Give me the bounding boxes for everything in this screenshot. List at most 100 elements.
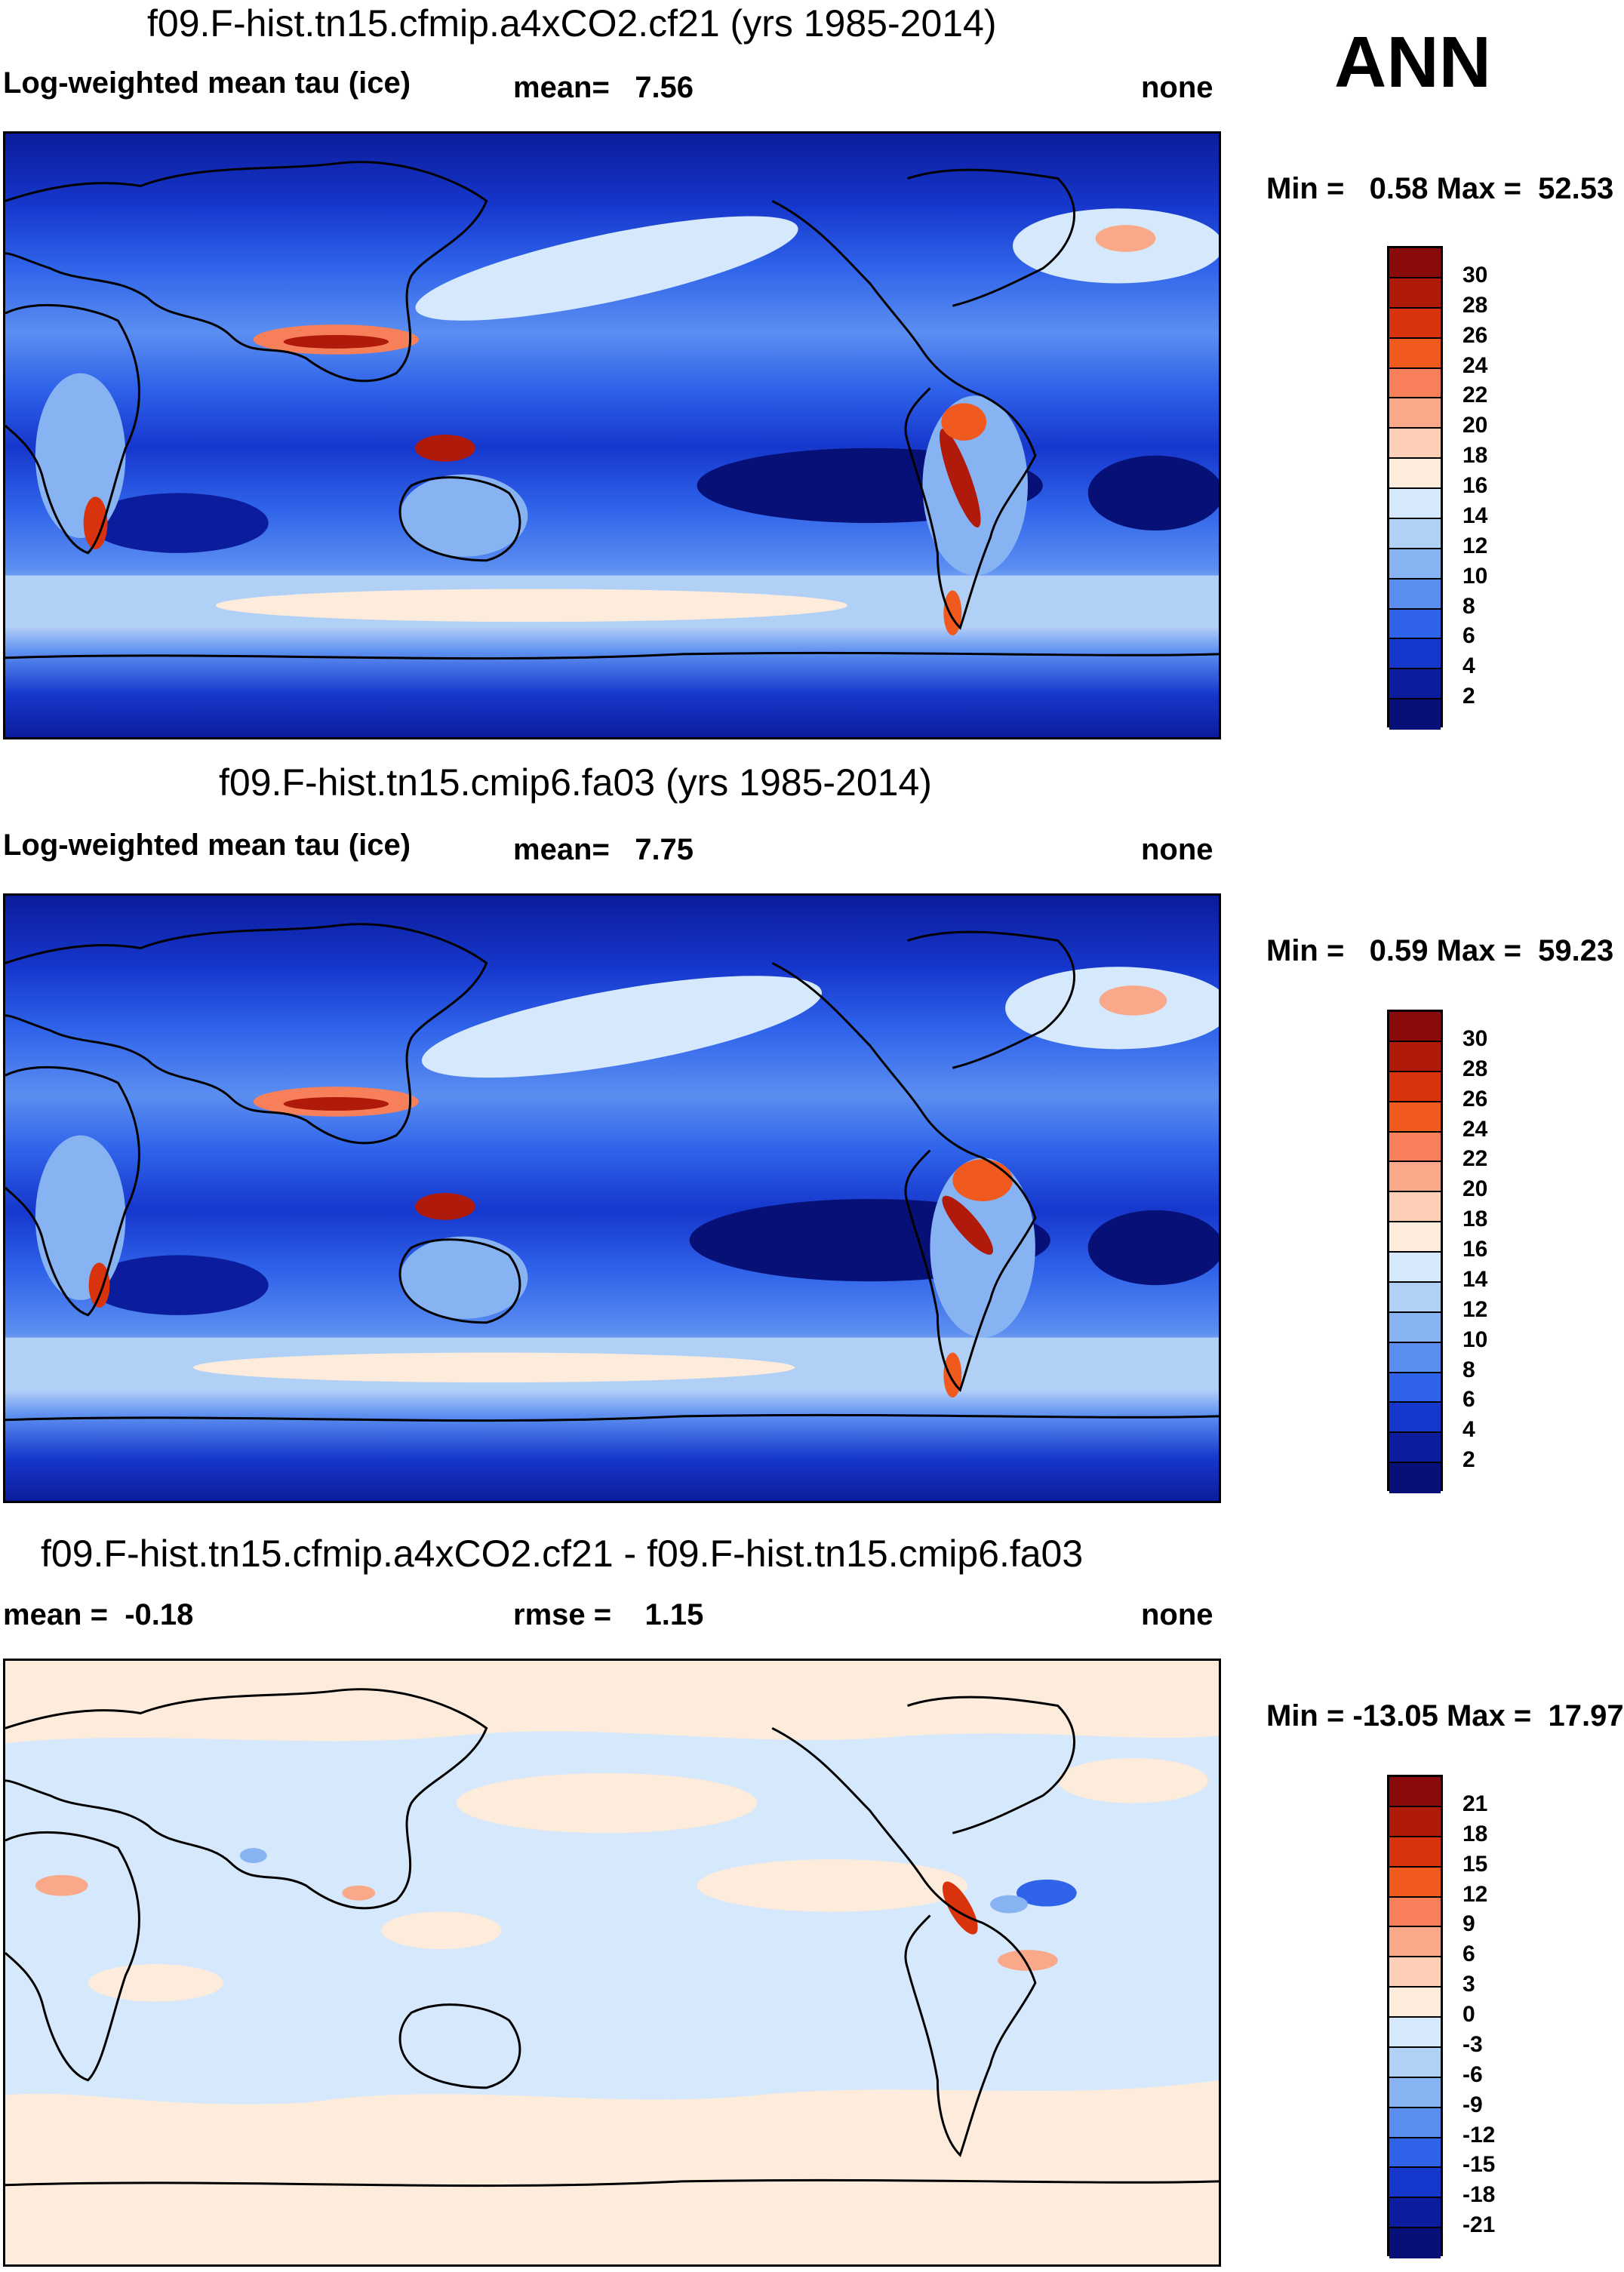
colorbar-tick-label: 22 — [1463, 383, 1488, 408]
colorbar-segment — [1389, 1222, 1441, 1253]
colorbar-segment — [1389, 1162, 1441, 1193]
colorbar-segment — [1389, 1253, 1441, 1283]
panel1-s-atlantic-min — [1087, 455, 1219, 531]
panel2-tibet-core — [283, 1097, 389, 1111]
colorbar-tick-label: 18 — [1463, 1821, 1488, 1846]
panel3-indian-positive — [88, 1963, 223, 2002]
colorbar-tick-label: 10 — [1463, 563, 1488, 589]
panel1-africa — [35, 373, 126, 538]
panel2-new-guinea — [414, 1193, 475, 1220]
colorbar-segment — [1389, 1927, 1441, 1958]
colorbar-tick-label: 26 — [1463, 322, 1488, 348]
colorbar-segment — [1389, 2198, 1441, 2229]
panel2-amazon — [952, 1159, 1013, 1201]
colorbar-tick-label: -15 — [1463, 2152, 1496, 2178]
panel1-new-guinea — [414, 435, 475, 462]
colorbar-segment — [1389, 579, 1441, 610]
panel2-natlantic-core — [1099, 985, 1167, 1016]
panel2-map — [3, 893, 1221, 1503]
panel1-australia — [400, 474, 528, 557]
panel1-map — [3, 131, 1221, 739]
panel1-patagonia — [943, 590, 962, 636]
panel3-andes-positive — [942, 1881, 978, 1935]
colorbar-segment — [1389, 669, 1441, 700]
colorbar-tick-label: 28 — [1463, 292, 1488, 318]
panel1-amazon — [941, 403, 987, 441]
colorbar-segment — [1389, 489, 1441, 519]
colorbar-segment — [1389, 1897, 1441, 1928]
colorbar-segment — [1389, 1041, 1441, 1072]
panel2-australia — [400, 1236, 528, 1319]
panel2-colorbar — [1387, 1010, 1443, 1493]
panel1-map-svg — [5, 134, 1219, 737]
colorbar-tick-label: 9 — [1463, 1911, 1475, 1937]
colorbar-segment — [1389, 639, 1441, 670]
panel2-patagonia — [943, 1352, 962, 1398]
panel2-africa-highlands — [88, 1262, 110, 1308]
panel1-variable-label: Log-weighted mean tau (ice) — [3, 66, 411, 100]
panel3-negative-region — [5, 1731, 1219, 2104]
colorbar-segment — [1389, 518, 1441, 549]
colorbar-segment — [1389, 2108, 1441, 2138]
colorbar-segment — [1389, 1463, 1441, 1493]
panel2-africa — [35, 1135, 126, 1300]
colorbar-tick-label: 24 — [1463, 352, 1488, 378]
colorbar-tick-label: 18 — [1463, 443, 1488, 469]
colorbar-tick-label: -18 — [1463, 2182, 1496, 2208]
colorbar-tick-label: 8 — [1463, 1357, 1475, 1382]
panel2-mean-label: mean= 7.75 — [513, 833, 694, 866]
colorbar-tick-label: 28 — [1463, 1056, 1488, 1081]
panel3-southern-positive — [5, 2125, 1219, 2264]
colorbar-segment — [1389, 398, 1441, 429]
panel3-map — [3, 1659, 1221, 2267]
panel3-epacific-positive — [697, 1859, 968, 1912]
colorbar-tick-label: 24 — [1463, 1116, 1488, 1142]
panel2-title: f09.F-hist.tn15.cmip6.fa03 (yrs 1985-201… — [219, 761, 932, 804]
colorbar-tick-label: 20 — [1463, 413, 1488, 438]
panel2-variable-label: Log-weighted mean tau (ice) — [3, 829, 411, 862]
colorbar-segment — [1389, 2168, 1441, 2199]
panel3-amazon-negative — [990, 1895, 1028, 1914]
panel3-map-svg — [5, 1661, 1219, 2264]
colorbar-tick-label: 15 — [1463, 1851, 1488, 1877]
panel2-npacific-band — [421, 976, 823, 1078]
colorbar-segment — [1389, 549, 1441, 580]
panel2-southern-core — [193, 1352, 795, 1383]
colorbar-tick-label: -6 — [1463, 2061, 1483, 2087]
colorbar-segment — [1389, 278, 1441, 309]
colorbar-segment — [1389, 338, 1441, 369]
panel1-andes — [940, 429, 981, 528]
colorbar-tick-label: 4 — [1463, 1417, 1475, 1443]
colorbar-segment — [1389, 2077, 1441, 2108]
colorbar-tick-label: 30 — [1463, 1025, 1488, 1051]
colorbar-segment — [1389, 1867, 1441, 1898]
colorbar-tick-label: 21 — [1463, 1791, 1488, 1816]
colorbar-tick-label: -12 — [1463, 2122, 1496, 2147]
colorbar-segment — [1389, 1071, 1441, 1102]
panel2-coastlines — [5, 923, 1219, 1422]
panel1-s-indian-min — [88, 493, 269, 553]
panel3-ne-brazil-negative — [1017, 1879, 1077, 1907]
colorbar-segment — [1389, 1282, 1441, 1313]
colorbar-segment — [1389, 1837, 1441, 1868]
panel1-colorbar — [1387, 246, 1443, 730]
colorbar-segment — [1389, 609, 1441, 640]
colorbar-segment — [1389, 699, 1441, 730]
colorbar-tick-label: 30 — [1463, 262, 1488, 287]
panel3-asia-negative — [239, 1848, 267, 1863]
colorbar-segment — [1389, 1192, 1441, 1223]
colorbar-segment — [1389, 459, 1441, 489]
panel3-title: f09.F-hist.tn15.cfmip.a4xCO2.cf21 - f09.… — [41, 1533, 1084, 1575]
panel3-wpacific-positive — [381, 1911, 502, 1950]
colorbar-segment — [1389, 2018, 1441, 2048]
colorbar-segment — [1389, 248, 1441, 278]
colorbar-tick-label: 12 — [1463, 1296, 1488, 1322]
colorbar-tick-label: 2 — [1463, 684, 1475, 709]
panel2-s-indian-min — [88, 1255, 269, 1315]
colorbar-tick-label: 8 — [1463, 593, 1475, 619]
colorbar-tick-label: 20 — [1463, 1176, 1488, 1202]
panel3-india-positive — [342, 1885, 376, 1901]
colorbar-segment — [1389, 1342, 1441, 1373]
colorbar-segment — [1389, 1433, 1441, 1464]
panel3-units-label: none — [1141, 1598, 1213, 1631]
